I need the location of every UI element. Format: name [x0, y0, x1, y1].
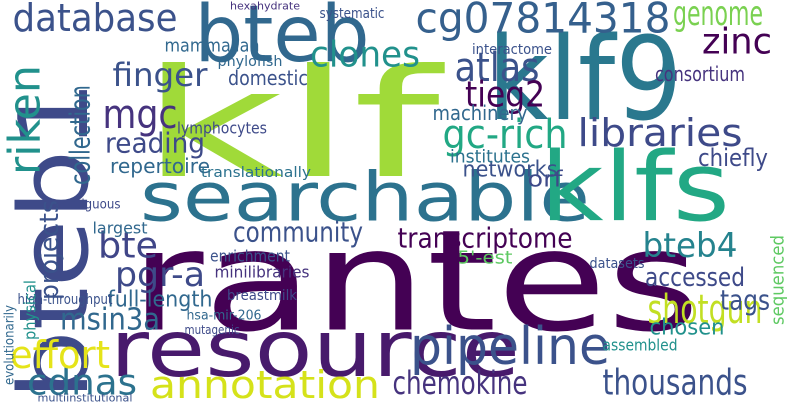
word: thousands	[603, 363, 748, 404]
word: pgr-a	[115, 255, 205, 295]
word: datasets	[590, 256, 645, 272]
word: bteb1	[0, 80, 110, 400]
word: phylofish	[218, 54, 283, 70]
word: projects	[35, 200, 65, 300]
word: community	[233, 216, 363, 249]
word: tags	[720, 284, 770, 317]
word: minilibraries	[215, 263, 310, 282]
word: klfs	[540, 133, 730, 243]
word: riken	[0, 65, 51, 175]
word: cdnas	[27, 363, 137, 404]
word: reading	[105, 127, 205, 160]
word: mammalian	[165, 36, 260, 57]
word: genome	[673, 0, 763, 34]
word: institutes	[450, 147, 530, 168]
word: networks	[463, 158, 558, 183]
word: translationally	[201, 165, 311, 181]
word: chemokine	[393, 364, 528, 402]
word: cg07814318	[416, 0, 671, 43]
word: sequenced	[768, 235, 789, 325]
word: hsa-mir-206	[187, 309, 262, 324]
word: physical	[21, 280, 40, 340]
word: multiinstitutional	[38, 392, 133, 404]
word: searchable	[140, 159, 590, 238]
word: resource	[110, 305, 520, 395]
word: machinery	[433, 101, 528, 125]
word: high-throughput	[18, 292, 113, 308]
word: orf	[528, 168, 564, 193]
word: libraries	[578, 111, 743, 155]
word: pipeline	[410, 317, 610, 377]
word: breastmilk	[227, 288, 298, 304]
word: msin3a	[60, 303, 160, 338]
word: chosen	[650, 316, 725, 341]
word: repertoire	[110, 154, 210, 178]
word: mgc	[103, 92, 178, 138]
word: rantes	[130, 201, 700, 364]
word: collection	[64, 85, 97, 185]
word: assembled	[603, 336, 678, 355]
word: domestic	[228, 66, 308, 90]
word: contiguous	[56, 198, 121, 213]
word: full-length	[108, 288, 213, 313]
word: gc-rich	[443, 112, 568, 158]
word: 5'-est	[458, 248, 513, 269]
word: mutagenic	[185, 323, 240, 337]
word: clones	[310, 35, 420, 76]
word: systematic	[320, 6, 385, 22]
word: atlas	[455, 45, 540, 91]
word: transcriptome	[398, 222, 573, 255]
word: chiefly	[698, 144, 768, 172]
word: bte	[98, 226, 158, 267]
word: evolutionarily	[3, 305, 18, 385]
word: shotgun	[648, 287, 763, 333]
word: database	[13, 0, 178, 40]
word: enrichment	[210, 247, 290, 266]
word: zinc	[702, 22, 772, 63]
word: interactome	[472, 42, 552, 58]
word: effort	[10, 333, 110, 377]
word: tieg2	[465, 75, 545, 116]
word: annotation	[150, 363, 380, 404]
word: klf	[140, 38, 445, 212]
word: accessed	[645, 263, 745, 293]
word: largest	[93, 219, 148, 238]
word: bteb	[195, 0, 370, 80]
word: bteb4	[643, 226, 738, 266]
word: hexahydrate	[230, 0, 300, 13]
word: lymphocytes	[177, 119, 267, 138]
word: finger	[113, 56, 209, 94]
word: consortium	[655, 62, 745, 86]
word: klf9	[488, 13, 683, 147]
